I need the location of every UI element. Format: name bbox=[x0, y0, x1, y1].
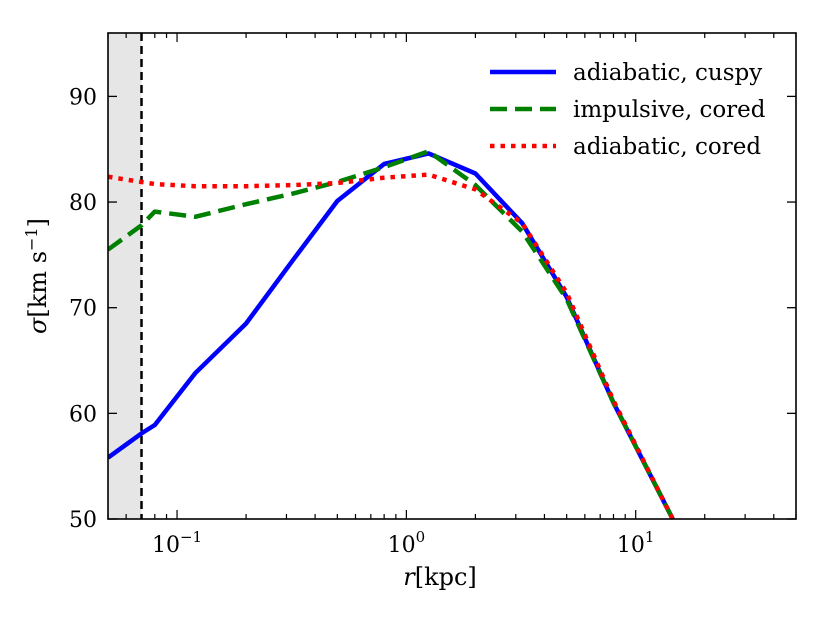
y-tick-label: 70 bbox=[69, 297, 97, 322]
y-tick-label: 90 bbox=[69, 85, 97, 110]
plot-frame bbox=[107, 32, 797, 520]
series-layer bbox=[108, 149, 675, 519]
x-tick-label-2: 101 bbox=[617, 528, 655, 558]
legend: adiabatic, cuspy impulsive, cored adiabati… bbox=[490, 60, 766, 160]
y-axis-label: σ[km s−1] bbox=[22, 218, 52, 334]
plot-content bbox=[108, 33, 675, 519]
x-tick-label-1: 100 bbox=[388, 528, 426, 558]
y-axis-label-sup: −1 bbox=[22, 227, 41, 251]
y-axis-label-var: σ bbox=[24, 317, 52, 334]
y-tick-label: 50 bbox=[69, 508, 97, 533]
y-axis-label-unit: [km s bbox=[24, 251, 52, 318]
legend-label-3: adiabatic, cored bbox=[573, 134, 761, 160]
x-axis-label-var: r bbox=[403, 563, 416, 591]
ticks-layer: 50 60 70 80 90 10−1 100 101 bbox=[69, 33, 797, 558]
legend-label-1: adiabatic, cuspy bbox=[573, 60, 762, 86]
x-axis-label-unit: [kpc] bbox=[415, 563, 477, 591]
plot-background bbox=[108, 33, 796, 519]
y-tick-label: 60 bbox=[69, 402, 97, 427]
x-tick-label-0: 10−1 bbox=[152, 528, 202, 558]
series-line-3 bbox=[108, 172, 675, 519]
y-axis-label-close: ] bbox=[24, 218, 52, 227]
series-line-2 bbox=[108, 149, 675, 519]
y-tick-label: 80 bbox=[69, 191, 97, 216]
x-axis-label: r[kpc] bbox=[403, 563, 477, 591]
legend-label-2: impulsive, cored bbox=[573, 97, 766, 123]
